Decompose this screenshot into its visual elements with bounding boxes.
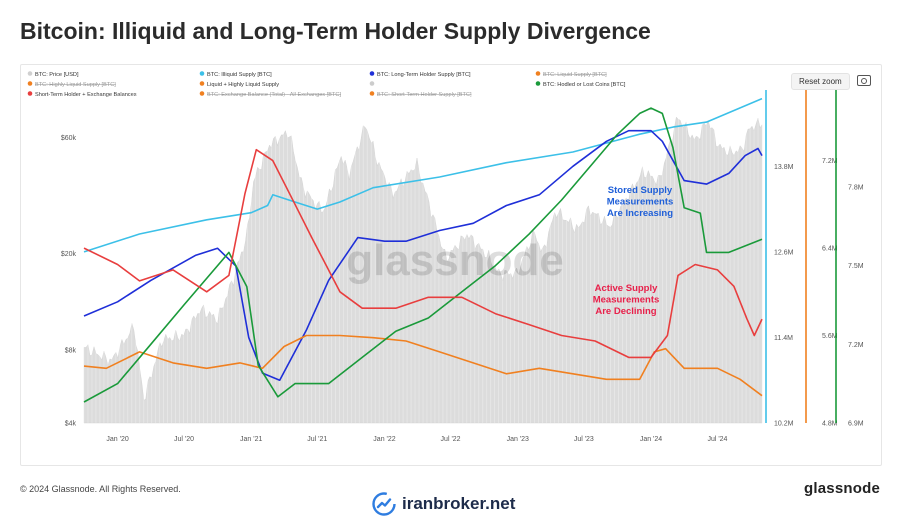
right-tick-label: 7.2M [848,342,864,349]
right-tick-label: 13.8M [774,164,794,171]
legend-label: Short-Term Holder + Exchange Balances [35,92,137,98]
x-tick-label: Jan '21 [240,436,262,443]
legend-marker [199,81,205,86]
legend-label: Liquid + Highly Liquid Supply [207,82,279,88]
series-line-layer [83,97,763,403]
x-tick-label: Jan '20 [106,436,128,443]
legend-marker [535,81,541,86]
x-tick-label: Jul '20 [174,436,194,443]
right-tick-label: 11.4M [774,335,793,342]
price-tick-label: $60k [61,135,77,142]
legend-marker [369,71,375,76]
annotation-line: Stored Supply [608,185,673,196]
x-tick-label: Jul '22 [441,436,461,443]
price-tick-label: $20k [61,251,77,258]
legend-label: BTC: Hodled or Lost Coins [BTC] [543,82,626,88]
legend-marker [199,71,205,76]
right-tick-label: 12.6M [774,249,794,256]
annotation-line: Measurements [593,295,660,306]
right-tick-label: 6.9M [848,421,864,428]
price-tick-label: $8k [65,347,77,354]
legend-label: BTC: Long-Term Holder Supply [BTC] [377,72,471,78]
legend-marker [199,91,205,96]
legend-item: Short-Term Holder + Exchange Balances [27,91,137,98]
chart-logo-icon [372,492,396,516]
price-area-layer [83,95,763,424]
series-line-btc-illiquid-supply-btc [83,97,763,253]
legend-label: BTC: Illiquid Supply [BTC] [207,72,272,78]
legend-item: BTC: Hodled or Lost Coins [BTC] [535,81,626,88]
x-tick-label: Jan '23 [507,436,529,443]
copyright-text: © 2024 Glassnode. All Rights Reserved. [20,484,181,494]
x-tick-label: Jan '22 [373,436,395,443]
legend-item: BTC: Illiquid Supply [BTC] [199,71,272,78]
series-line-btc-hodled-or-lost-coins-btc [83,107,763,403]
series-line-liquid-highly-liquid-supply [83,334,763,397]
legend-marker [369,81,375,86]
legend-item: BTC: Price [USD] [27,71,79,78]
legend-label: BTC: Price [USD] [35,72,79,78]
price-tick-label: $4k [65,421,77,428]
legend-label: BTC: Exchange Balance (Total) - All Exch… [207,92,341,98]
page-title: Bitcoin: Illiquid and Long-Term Holder S… [20,18,651,44]
legend-label: BTC: Short-Term Holder Supply [BTC] [377,92,472,98]
legend-item: BTC: Long-Term Holder Supply [BTC] [369,71,471,78]
annotation-line: Measurements [607,197,674,208]
camera-icon[interactable] [857,75,871,86]
legend-item: BTC: Liquid Supply [BTC] [535,71,607,78]
x-tick-label: Jan '24 [640,436,662,443]
annotation-line: Are Increasing [607,208,673,219]
reset-zoom-button[interactable]: Reset zoom [791,73,850,90]
chart-frame [20,64,882,466]
chart-legend: BTC: Price [USD] BTC: Illiquid Supply [BT… [27,71,626,98]
right-tick-label: 10.2M [774,421,794,428]
legend-marker [535,71,541,76]
legend-item [369,81,375,86]
x-tick-label: Jul '24 [707,436,727,443]
legend-marker [27,81,33,86]
right-tick-label: 7.2M [822,158,838,165]
legend-item: BTC: Exchange Balance (Total) - All Exch… [199,91,341,98]
legend-marker [369,91,375,96]
right-tick-label: 7.5M [848,263,864,270]
annotation-line: Active Supply [595,283,659,294]
legend-label: BTC: Highly Liquid Supply [BTC] [35,82,116,88]
legend-item: BTC: Highly Liquid Supply [BTC] [27,81,116,88]
legend-marker [27,71,33,76]
axis-layer: Jan '20 Jul '20 Jan '21 Jul '21 Jan '22 Jul '… [61,90,864,443]
watermark-text: iranbroker.net [402,494,516,513]
series-line-short-term-holder-exchange-balances [83,148,763,359]
right-tick-label: 6.4M [822,246,838,253]
x-tick-label: Jul '21 [307,436,327,443]
series-line-btc-long-term-holder-supply-btc [83,129,763,381]
glassnode-watermark: glassnode [346,236,564,285]
legend-label: BTC: Liquid Supply [BTC] [543,72,607,78]
legend-marker [27,91,33,96]
legend-item: Liquid + Highly Liquid Supply [199,81,279,88]
right-tick-label: 5.6M [822,333,838,340]
annotation-line: Are Declining [595,306,656,317]
right-tick-label: 7.8M [848,184,864,191]
x-tick-label: Jul '23 [574,436,594,443]
legend-item: BTC: Short-Term Holder Supply [BTC] [369,91,472,98]
right-tick-label: 4.8M [822,421,838,428]
brand-logo: glassnode [804,480,880,497]
watermark-glassnode: glassnode [346,236,564,285]
